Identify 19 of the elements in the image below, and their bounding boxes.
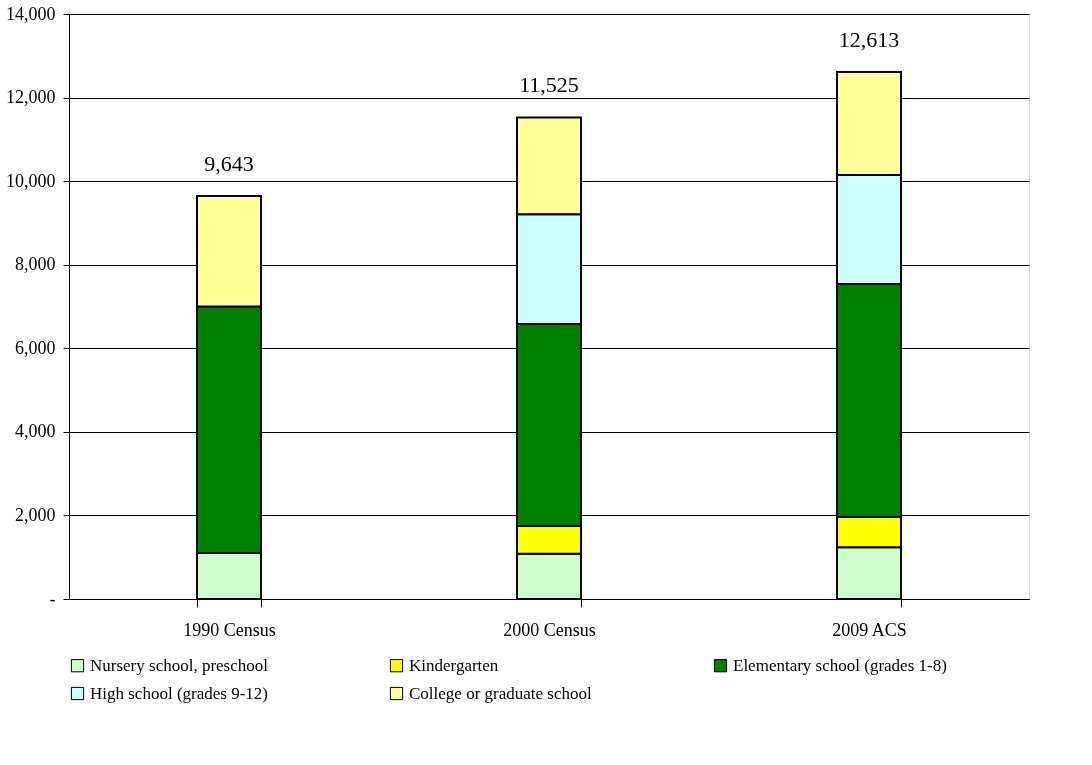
y-tick-label: 4,000 [15, 421, 56, 442]
legend-label: High school (grades 9-12) [90, 683, 268, 703]
y-tick-label: - [49, 588, 56, 609]
x-tick-label: 1990 Census [183, 619, 276, 640]
y-tick-label: 2,000 [15, 504, 56, 525]
y-tick-label: 8,000 [15, 254, 56, 275]
y-tick-label: 12,000 [6, 87, 56, 108]
y-tick-label: 14,000 [6, 3, 56, 24]
y-tick-label: 6,000 [15, 337, 56, 358]
y-tick-label: 10,000 [6, 170, 56, 191]
legend-label: Elementary school (grades 1-8) [733, 655, 947, 675]
legend-label: Kindergarten [409, 655, 499, 675]
total-label: 12,613 [838, 26, 900, 52]
total-label: 9,643 [204, 151, 254, 177]
x-tick-label: 2009 ACS [832, 619, 907, 640]
legend-label: Nursery school, preschool [90, 655, 269, 675]
x-tick-label: 2000 Census [503, 619, 596, 640]
legend-label: College or graduate school [409, 683, 592, 703]
total-label: 11,525 [519, 72, 579, 98]
